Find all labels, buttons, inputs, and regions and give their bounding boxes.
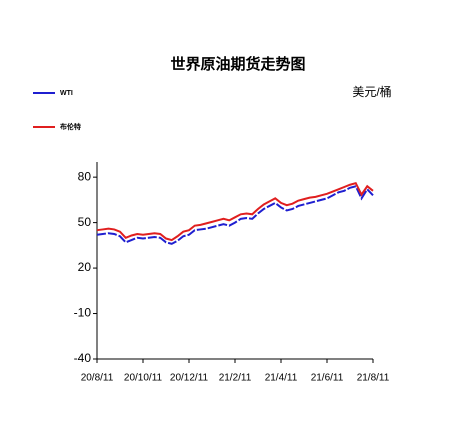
- unit-label: 美元/桶: [352, 84, 391, 99]
- x-tick-label: 21/8/11: [357, 373, 390, 384]
- x-tick-label: 21/6/11: [311, 373, 344, 384]
- series-line: [96, 182, 374, 242]
- y-tick-label: 80: [78, 169, 92, 183]
- legend-label: 布伦特: [60, 122, 81, 131]
- y-tick-label: -10: [74, 306, 92, 320]
- series-line: [96, 185, 374, 245]
- x-tick-label: 20/10/11: [124, 373, 163, 384]
- x-tick-label: 20/8/11: [81, 373, 114, 384]
- x-tick-label: 21/4/11: [265, 373, 298, 384]
- y-tick-label: 50: [78, 215, 92, 229]
- x-tick-label: 21/2/11: [219, 373, 252, 384]
- y-tick-label: 20: [78, 260, 92, 274]
- legend-label: WTI: [60, 90, 73, 97]
- chart-title: 世界原油期货走势图: [170, 55, 305, 73]
- y-tick-label: -40: [74, 351, 92, 365]
- x-tick-label: 20/12/11: [170, 373, 209, 384]
